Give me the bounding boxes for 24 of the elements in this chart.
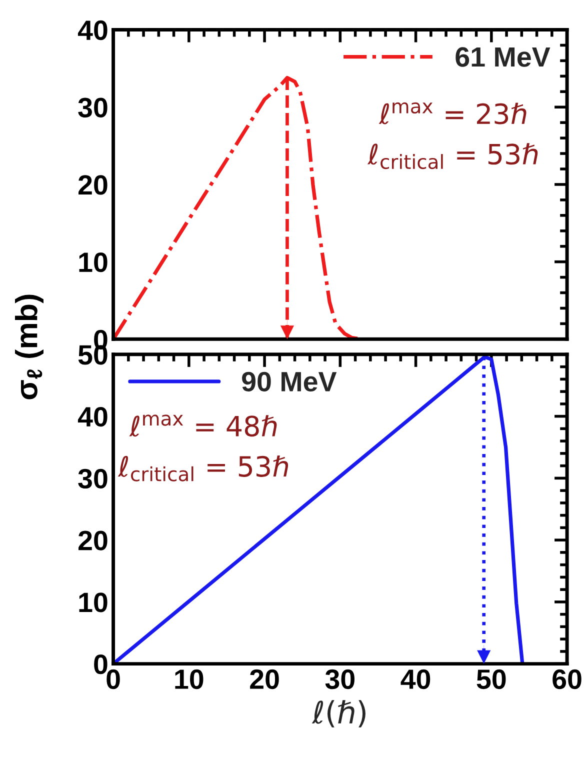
x-tick-label: 10 — [175, 669, 204, 690]
y-axis-title: σ$_{ℓ}$ (mb) — [14, 294, 44, 400]
x-axis-title: ℓ(ℏ) — [312, 700, 366, 728]
annotation: ℓ$^{max}$ = 48ℏ — [129, 414, 277, 437]
x-tick-label: 20 — [250, 669, 279, 690]
x-tick-label: 40 — [400, 669, 430, 690]
y-tick-label: 0 — [94, 654, 108, 674]
y-tick-label: 10 — [79, 592, 108, 612]
x-tick-label: 0 — [106, 669, 120, 690]
legend-label: 90 MeV — [242, 372, 337, 392]
annotation: ℓ$_{critical}$ = 53ℏ — [367, 143, 538, 170]
y-tick-label: 40 — [78, 406, 108, 427]
legend-label: 61 MeV — [456, 47, 550, 67]
y-tick-label: 30 — [78, 468, 108, 489]
y-tick-label: 40 — [78, 20, 108, 40]
annotation: ℓ$^{max}$ = 23ℏ — [378, 102, 526, 124]
y-tick-label: 30 — [78, 98, 108, 118]
annotation: ℓ$_{critical}$ = 53ℏ — [118, 455, 288, 482]
y-tick-label: 10 — [79, 252, 108, 272]
y-tick-label: 20 — [78, 530, 108, 550]
y-tick-label: 20 — [78, 175, 108, 195]
x-tick-label: 50 — [476, 669, 506, 690]
x-tick-label: 60 — [552, 669, 582, 690]
x-tick-label: 30 — [325, 669, 354, 690]
